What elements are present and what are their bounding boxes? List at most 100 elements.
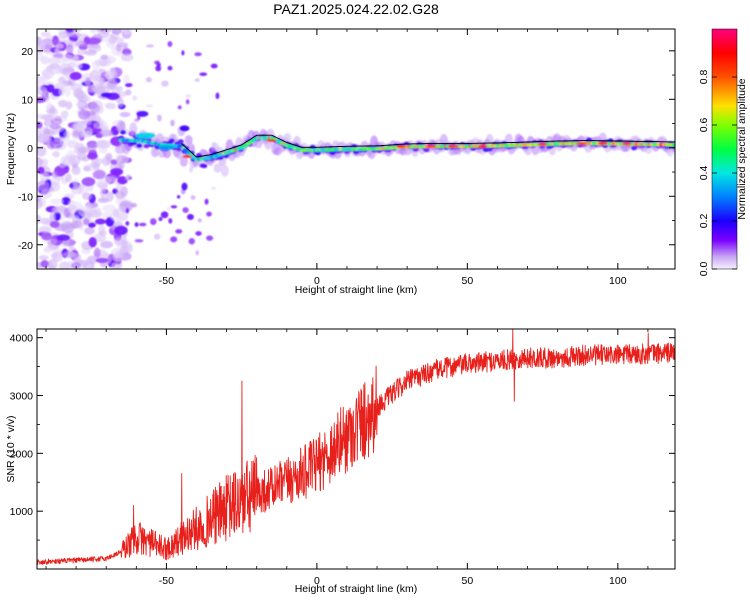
spectrogram-frame (36, 28, 676, 270)
spectrogram-cell (100, 92, 112, 98)
spectrogram-cell (195, 250, 199, 256)
spectrogram-cell (195, 231, 202, 236)
spectrogram-cell (71, 262, 82, 269)
spectrogram-cell (71, 220, 83, 229)
spectrogram-cell (82, 165, 91, 172)
spectrogram-cell (179, 155, 188, 167)
colorbar-label: Normalized spectral amplitude (736, 78, 748, 219)
spectrogram-cell (68, 154, 76, 165)
spectrogram-cell (93, 169, 107, 180)
spectrogram-cell (45, 118, 52, 127)
spectrogram-cell (182, 207, 189, 214)
colorbar: 0.0 0.2 0.4 0.6 0.8 Normalized spectral ampl… (698, 28, 748, 276)
spectrogram-cell (109, 210, 121, 222)
snr-y-axis-label: SNR (10 * v/v) (5, 415, 17, 482)
spectrogram-cell (155, 65, 162, 72)
spectrogram-cell (181, 182, 188, 191)
spectrogram-cell (181, 50, 185, 56)
spectrogram-cell (100, 240, 114, 249)
spectrogram-x-tick-label: 50 (462, 275, 474, 287)
spectrogram-cell (56, 234, 71, 242)
spectrogram-cell (90, 29, 97, 34)
snr-panel: -50 0 50 100 1000 2000 3000 4000 Height of stra… (5, 328, 676, 595)
spectrogram-cell (94, 180, 107, 186)
spectrogram-cell (113, 37, 125, 43)
spectrogram-cell (134, 222, 139, 227)
spectrogram-cell (96, 140, 110, 150)
spectrogram-cell (108, 175, 117, 181)
spectrogram-cell (125, 207, 129, 214)
spectrogram-cell (136, 143, 143, 148)
spectrogram-cell (98, 224, 106, 235)
spectrogram-cell (76, 49, 86, 55)
spectrogram-cell (49, 211, 56, 222)
spectrogram-cell (197, 218, 202, 223)
spectrogram-cell (158, 217, 163, 221)
spectrogram-cell (67, 31, 82, 38)
spectrogram-cell (46, 238, 58, 246)
spectrogram-cell (69, 71, 82, 81)
snr-x-tick-label: 0 (314, 575, 320, 587)
spectrogram-cell (52, 251, 63, 263)
snr-series-line (37, 329, 675, 566)
spectrogram-cell (185, 94, 192, 98)
colorbar-tick-label: 0.4 (698, 166, 710, 181)
spectrogram-cell (65, 238, 75, 248)
spectrogram-cell (129, 122, 138, 136)
spectrogram-cell (87, 85, 96, 93)
spectrogram-cell (56, 43, 64, 49)
spectrogram-cell (186, 213, 194, 220)
spectrogram-cell (176, 195, 181, 199)
spectrogram-cell (194, 52, 202, 57)
spectrogram-cell (50, 63, 61, 70)
spectrogram-cell (37, 180, 50, 192)
spectrogram-cell (120, 53, 134, 62)
spectrogram-cell (136, 110, 149, 117)
spectrogram-cell (84, 227, 95, 235)
spectrogram-cell (94, 29, 102, 32)
spectrogram-cell (671, 143, 675, 147)
snr-x-axis-label: Height of straight line (km) (295, 583, 418, 595)
spectrogram-cell (177, 105, 182, 110)
spectrogram-cell (117, 120, 126, 132)
spectrogram-panel: -50 0 50 100 -20 -10 0 10 20 Height of straight … (5, 28, 676, 296)
spectrogram-cell (220, 165, 229, 177)
spectrogram-cell (49, 220, 60, 228)
spectrogram-cell (118, 210, 129, 221)
spectrogram-cell (190, 195, 196, 200)
spectrogram-cell (184, 135, 193, 146)
chart-title: PAZ1.2025.024.22.02.G28 (273, 1, 439, 17)
spectrogram-y-tick-label: -10 (18, 191, 33, 203)
spectrogram-cell (37, 214, 42, 224)
colorbar-tick-label: 0.6 (698, 118, 710, 133)
spectrogram-y-tick-label: 20 (21, 46, 33, 58)
spectrogram-cell (537, 142, 548, 146)
spectrogram-y-tick-label: -20 (18, 240, 33, 252)
spectrogram-cell (94, 218, 106, 225)
spectrogram-cell (115, 44, 122, 52)
spectrogram-cell (82, 261, 92, 269)
spectrogram-cell (59, 137, 71, 147)
spectrogram-cell (118, 90, 127, 98)
spectrogram-cell (167, 41, 173, 47)
spectrogram-cell (122, 29, 131, 35)
spectrogram-cell (72, 178, 79, 186)
spectrogram-cell (51, 171, 59, 178)
spectrogram-cell (40, 260, 49, 268)
spectrogram-cell (106, 152, 113, 163)
spectrogram-cell (94, 158, 104, 164)
spectrogram-cell (81, 177, 96, 187)
snr-y-tick-label: 3000 (10, 391, 34, 403)
spectrogram-cell (115, 191, 125, 200)
spectrogram-cell (114, 225, 128, 236)
spectrogram-cell (37, 36, 42, 46)
spectrogram-cell (95, 257, 109, 264)
spectrogram-cell (170, 236, 178, 243)
spectrogram-cell (65, 173, 72, 183)
spectrogram-cell (576, 142, 587, 146)
spectrogram-cell (61, 54, 74, 62)
spectrogram-cell (167, 206, 171, 211)
spectrogram-cell (59, 262, 67, 269)
snr-axes: -50 0 50 100 1000 2000 3000 4000 (10, 329, 675, 587)
spectrogram-cell (37, 199, 43, 210)
